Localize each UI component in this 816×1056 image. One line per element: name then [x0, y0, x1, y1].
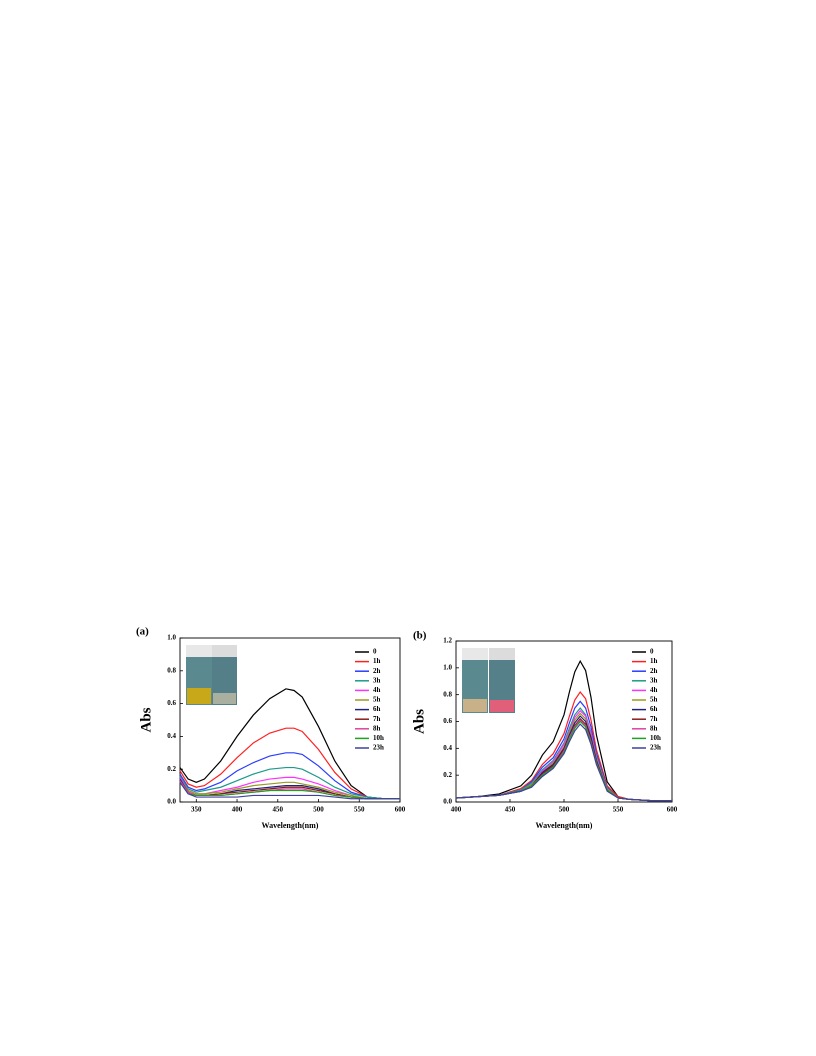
panel-label: (a): [136, 626, 149, 638]
legend-label: 8h: [650, 724, 658, 732]
series-line: [179, 766, 400, 800]
x-tick-label: 400: [232, 806, 243, 814]
y-tick-label: 0.2: [443, 771, 452, 779]
series-line: [179, 781, 400, 800]
y-tick-label: 0.4: [443, 744, 452, 752]
y-tick-label: 1.0: [443, 663, 452, 671]
y-tick-label: 0.0: [167, 798, 176, 806]
y-tick-label: 0.8: [167, 666, 176, 674]
plot-frame: [455, 640, 673, 803]
legend-label: 3h: [373, 676, 381, 684]
x-tick-label: 600: [667, 806, 678, 814]
legend-label: 7h: [373, 715, 381, 723]
x-tick-label: 500: [313, 806, 324, 814]
x-tick-label: 550: [613, 806, 624, 814]
legend-label: 5h: [650, 696, 658, 704]
y-tick-label: 1.0: [167, 634, 176, 642]
panel-label: (b): [413, 630, 427, 642]
legend-label: 1h: [650, 657, 658, 665]
legend-label: 6h: [650, 705, 658, 713]
series-line: [179, 727, 400, 800]
legend-label: 4h: [650, 686, 658, 694]
x-tick-label: 600: [395, 806, 406, 814]
inset-photo-a: [186, 645, 237, 705]
legend-label: 1h: [373, 657, 381, 665]
y-tick-label: 0.0: [443, 798, 452, 806]
y-tick-label: 0.2: [167, 765, 176, 773]
series-line: [455, 690, 672, 802]
series-line: [455, 723, 672, 802]
x-axis-title: Wavelength(nm): [262, 821, 319, 830]
y-axis-title: Abs: [411, 709, 427, 734]
x-tick-label: 400: [451, 806, 462, 814]
legend-label: 2h: [650, 667, 658, 675]
x-axis-title: Wavelength(nm): [536, 821, 593, 830]
x-tick-label: 450: [273, 806, 284, 814]
x-tick-label: 550: [354, 806, 365, 814]
legend-label: 23h: [373, 744, 384, 752]
x-tick-label: 350: [191, 806, 202, 814]
y-tick-label: 0.8: [443, 690, 452, 698]
legend-label: 0: [650, 648, 654, 656]
legend-label: 10h: [650, 734, 661, 742]
series-line: [179, 781, 400, 800]
y-tick-label: 0.4: [167, 732, 176, 740]
legend-label: 4h: [373, 686, 381, 694]
legend-label: 0: [373, 648, 377, 656]
series-line: [179, 752, 400, 800]
series-line: [179, 778, 400, 800]
x-tick-label: 500: [559, 806, 570, 814]
legend-label: 5h: [373, 696, 381, 704]
legend-label: 3h: [650, 676, 658, 684]
legend-label: 6h: [373, 705, 381, 713]
legend-label: 8h: [373, 724, 381, 732]
legend-label: 23h: [650, 744, 661, 752]
series-line: [179, 688, 400, 800]
legend-label: 10h: [373, 734, 384, 742]
legend-label: 7h: [650, 715, 658, 723]
plot-frame: [179, 637, 401, 803]
y-tick-label: 0.6: [443, 717, 452, 725]
y-axis-title: Abs: [138, 707, 154, 732]
legend-label: 2h: [373, 667, 381, 675]
y-tick-label: 0.6: [167, 699, 176, 707]
inset-photo-b: [462, 648, 515, 713]
y-tick-label: 1.2: [443, 637, 452, 645]
x-tick-label: 450: [505, 806, 516, 814]
